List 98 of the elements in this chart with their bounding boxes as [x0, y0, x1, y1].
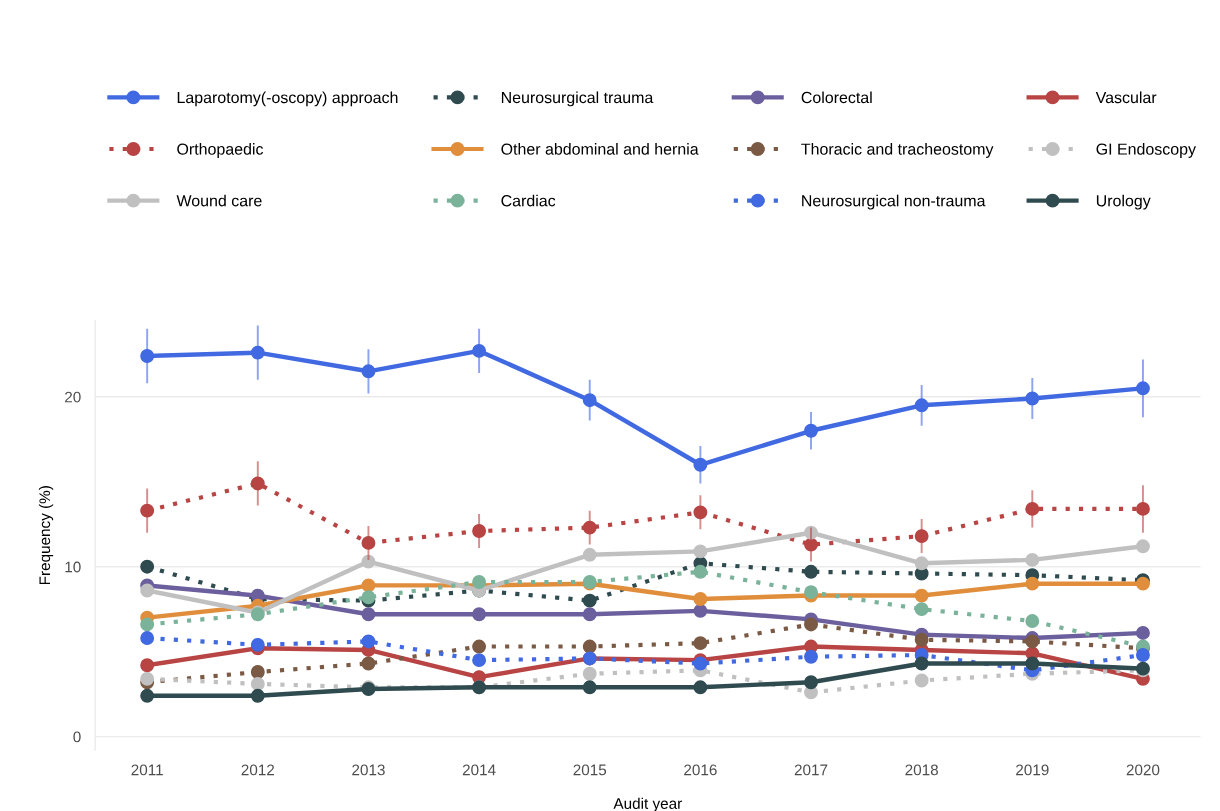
point [914, 673, 929, 688]
point [914, 656, 929, 671]
point [582, 639, 597, 654]
point [1136, 501, 1150, 516]
point [914, 556, 929, 571]
x-tick-label: 2020 [1126, 764, 1160, 776]
point [140, 631, 155, 645]
point [1025, 391, 1040, 406]
legend-label: Orthopaedic [177, 143, 264, 158]
y-tick-label: 20 [65, 391, 81, 403]
point [140, 503, 155, 518]
point [250, 345, 265, 360]
point [472, 607, 487, 622]
point [693, 592, 708, 606]
point [472, 653, 487, 668]
y-axis-title: Frequency (%) [38, 486, 54, 585]
legend-label: Thoracic and tracheostomy [801, 143, 994, 158]
point [1025, 501, 1040, 516]
x-tick-label: 2013 [352, 764, 385, 776]
legend-label: Neurosurgical non-trauma [802, 194, 986, 210]
legend-label: Wound care [176, 194, 262, 207]
point [361, 656, 376, 671]
point [250, 665, 265, 679]
point [1025, 552, 1040, 567]
point [582, 393, 597, 408]
x-tick-label: 2018 [905, 764, 938, 776]
point [693, 636, 708, 651]
point [582, 520, 597, 535]
point [582, 547, 597, 562]
point [582, 593, 597, 608]
legend-label: Cardiac [501, 194, 556, 207]
point [472, 575, 487, 589]
point [140, 617, 155, 632]
point [1025, 576, 1040, 591]
point [472, 524, 487, 538]
point [250, 688, 265, 703]
point [804, 675, 818, 690]
point [914, 632, 929, 647]
legend-label: Colorectal [801, 91, 872, 104]
point [361, 364, 376, 379]
point [693, 544, 708, 559]
point [693, 603, 708, 618]
legend-label: Neurosurgical trauma [501, 91, 654, 107]
point [582, 607, 597, 622]
point [250, 637, 265, 652]
point [693, 457, 708, 472]
point [693, 564, 708, 579]
point [472, 639, 487, 654]
point [914, 529, 929, 544]
point [693, 680, 708, 695]
point [582, 666, 597, 681]
legend-label: GI Endoscopy [1096, 143, 1196, 158]
x-axis-title: Audit year [613, 797, 682, 811]
point [361, 578, 376, 593]
point [140, 559, 155, 574]
point [1025, 634, 1040, 649]
point [140, 688, 155, 703]
point [140, 349, 155, 363]
point [140, 671, 155, 686]
legend-label: Laparotomy(-oscopy) approach [177, 91, 398, 107]
point [804, 649, 818, 664]
point [361, 634, 376, 649]
point [914, 602, 929, 617]
x-tick-label: 2014 [462, 764, 496, 776]
point [140, 658, 155, 673]
point [1136, 539, 1150, 554]
point [582, 680, 597, 695]
point [1136, 626, 1150, 640]
x-tick-label: 2016 [684, 764, 717, 776]
point [1025, 656, 1040, 671]
x-tick-label: 2012 [241, 764, 275, 776]
legend-label: Vascular [1095, 91, 1157, 104]
point [1136, 381, 1150, 396]
point [804, 617, 818, 632]
point [693, 505, 708, 520]
point [804, 525, 818, 540]
point [140, 583, 155, 598]
x-tick-label: 2019 [1016, 764, 1049, 776]
y-tick-label: 10 [65, 561, 81, 573]
point [914, 588, 929, 603]
legend-label: Other abdominal and hernia [501, 143, 699, 155]
point [804, 564, 818, 579]
x-tick-label: 2015 [573, 764, 607, 776]
point [1136, 648, 1150, 662]
point [361, 607, 376, 622]
point [472, 343, 487, 358]
x-tick-label: 2017 [794, 764, 828, 776]
point [804, 537, 818, 552]
point [250, 676, 265, 691]
point [361, 554, 376, 569]
point [1025, 614, 1040, 629]
point [250, 476, 265, 491]
x-tick-label: 2011 [131, 764, 163, 776]
point [361, 535, 376, 550]
point [804, 423, 818, 438]
y-tick-label: 0 [73, 731, 81, 743]
point [914, 398, 929, 413]
legend-label: Urology [1096, 194, 1151, 210]
